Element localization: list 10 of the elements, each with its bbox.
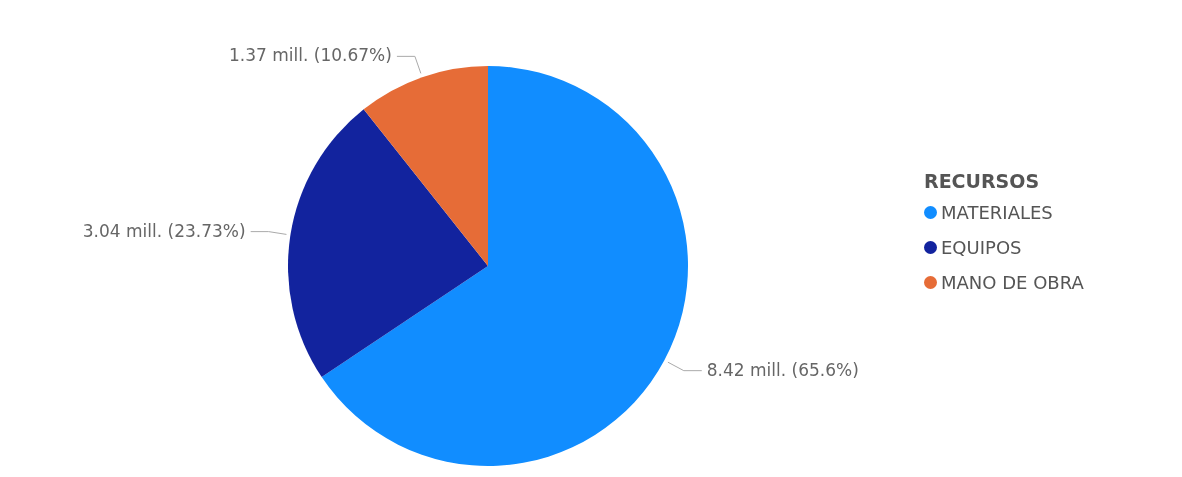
pie-slice	[288, 109, 488, 378]
pie-slice	[363, 66, 488, 266]
legend-label: MANO DE OBRA	[940, 271, 1085, 293]
pie-slice	[321, 66, 688, 466]
data-label: 1.37 mill. (10.67%)	[229, 45, 392, 66]
legend-label: EQUIPOS	[940, 236, 1023, 258]
legend-title: RECURSOS	[924, 169, 1041, 192]
data-label: 8.42 mill. (65.6%)	[706, 359, 859, 380]
data-label: 3.04 mill. (23.73%)	[82, 220, 246, 241]
legend-label: MATERIALES	[940, 201, 1054, 223]
